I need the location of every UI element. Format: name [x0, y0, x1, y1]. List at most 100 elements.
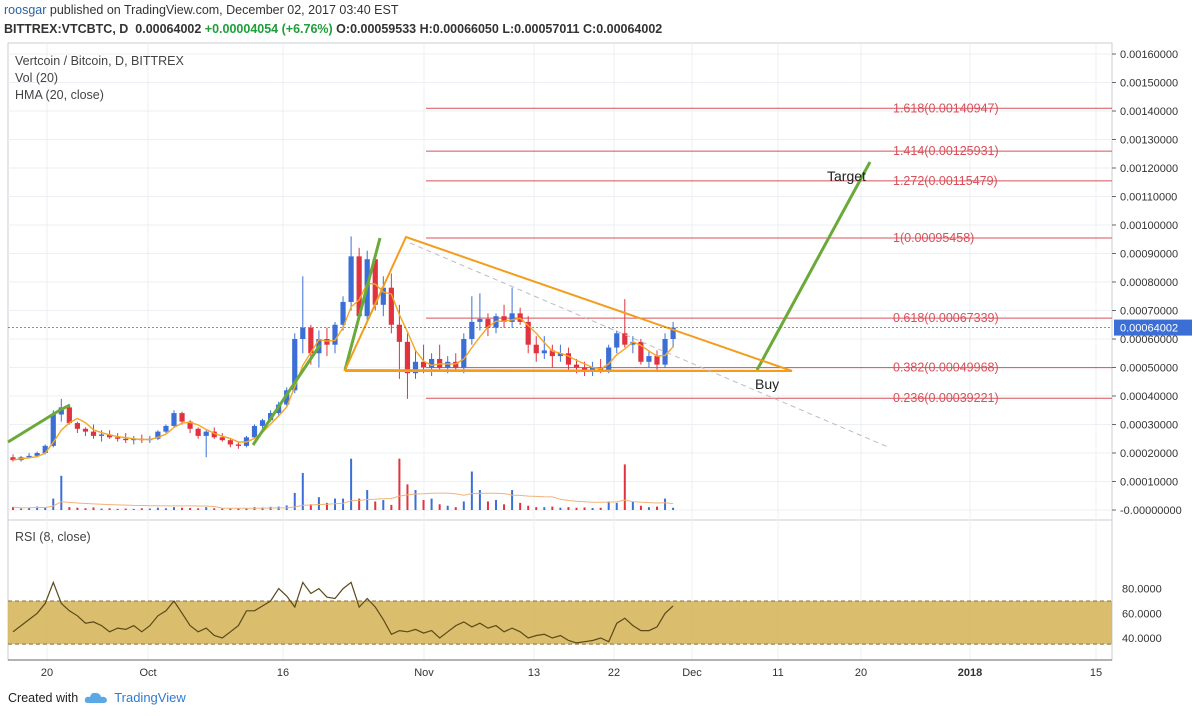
candle-body	[227, 440, 233, 445]
low-value: 0.00057011	[514, 22, 580, 36]
candle-body	[453, 361, 459, 368]
volume-bar	[615, 502, 618, 510]
volume-bar	[301, 472, 304, 510]
candle-body	[82, 428, 89, 432]
volume-bar	[100, 508, 103, 510]
volume-bar	[68, 507, 71, 510]
volume-bar	[213, 508, 216, 510]
volume-bar	[60, 475, 63, 510]
volume-bar	[173, 507, 175, 510]
candle-body	[42, 445, 48, 453]
volume-bar	[92, 507, 95, 510]
dashed-trendline	[409, 242, 889, 448]
volume-bar	[52, 498, 55, 510]
candle-body	[292, 339, 298, 391]
candle-body	[549, 350, 555, 357]
candle-body	[590, 367, 596, 371]
volume-bar	[398, 458, 401, 510]
fib-label: 0.618(0.00067339)	[893, 311, 999, 325]
chart-labels: Vertcoin / Bitcoin, D, BITTREX Vol (20) …	[15, 54, 866, 544]
volume-bar	[543, 507, 546, 510]
legend-rsi: RSI (8, close)	[15, 530, 91, 544]
price-tick-label: 0.00050000	[1120, 363, 1178, 375]
price-tick-label: 0.00070000	[1120, 306, 1178, 318]
price-tick-label: 0.00140000	[1120, 106, 1178, 118]
candle-body	[211, 431, 217, 438]
time-tick-label: Dec	[682, 667, 702, 679]
fib-label: 1.414(0.00125931)	[893, 144, 999, 158]
candle-body	[26, 455, 32, 458]
tradingview-link[interactable]: TradingView	[114, 690, 186, 705]
candle-body	[348, 256, 354, 302]
candle-body	[123, 438, 129, 441]
candle-body	[284, 390, 290, 405]
candle-body	[614, 333, 620, 348]
price-change: +0.00004054 (+6.76%)	[204, 22, 333, 36]
candle-body	[525, 321, 531, 345]
candle-body	[179, 413, 185, 422]
candle-body	[509, 313, 515, 322]
volume-bar	[535, 507, 538, 510]
candle-body	[670, 327, 676, 339]
volume-bar	[519, 502, 522, 510]
candle-body	[98, 434, 105, 436]
legend-vol: Vol (20)	[15, 71, 58, 85]
candle-body	[155, 431, 161, 439]
candle-body	[74, 423, 80, 429]
fib-label: 1.618(0.00140947)	[893, 101, 999, 115]
fib-label: 0.382(0.00049968)	[893, 361, 999, 375]
volume-bar	[245, 508, 248, 510]
volume-bar	[197, 508, 200, 510]
close-label: C:	[582, 22, 597, 36]
candle-body	[630, 341, 636, 345]
volume-bar	[527, 505, 530, 510]
volume-bar	[44, 507, 47, 510]
volume-bar	[639, 505, 642, 510]
volume-bar	[325, 502, 328, 510]
candle-body	[638, 341, 644, 362]
candle-body	[115, 437, 121, 439]
volume-bar	[229, 508, 232, 510]
candle-body	[10, 457, 16, 461]
volume-bar	[551, 506, 554, 510]
volume-bar	[647, 507, 650, 510]
candle-body	[251, 425, 258, 438]
time-tick-label: 13	[528, 667, 540, 679]
green-trend-arrow-1	[7, 403, 71, 444]
close-value: 0.00064002	[596, 22, 663, 36]
fib-label: 0.236(0.00039221)	[893, 391, 999, 405]
fib-label: 1.272(0.00115479)	[893, 174, 998, 188]
symbol-label: BITTREX:VTCBTC, D	[4, 22, 129, 36]
volume-bar	[478, 490, 481, 510]
price-tick-label: 0.00120000	[1120, 163, 1178, 175]
legend-hma: HMA (20, close)	[15, 88, 104, 102]
price-tick-label: 0.00010000	[1120, 477, 1178, 489]
price-tick-label: -0.00000000	[1120, 505, 1182, 517]
candle-body	[50, 414, 56, 446]
volume-bar	[76, 507, 79, 510]
price-tick-label: 0.00060000	[1120, 334, 1178, 346]
last-price-badge-label: 0.00064002	[1120, 323, 1178, 335]
candle-body	[501, 316, 507, 322]
candle-body	[573, 364, 580, 368]
volume-bar	[591, 508, 594, 510]
candle-body	[606, 347, 612, 371]
volume-bar	[454, 507, 457, 510]
volume-bar	[205, 507, 208, 510]
publisher-username[interactable]: roosgar	[4, 3, 47, 17]
candle-body	[565, 353, 572, 365]
candle-body	[332, 324, 338, 345]
volume-bar	[486, 501, 489, 510]
volume-bar	[116, 508, 119, 510]
price-tick-label: 0.00150000	[1120, 78, 1178, 90]
candle-body	[340, 301, 346, 325]
rsi-pane	[8, 580, 1112, 645]
publish-info: published on TradingView.com, December 0…	[46, 3, 399, 17]
time-tick-label: Nov	[414, 667, 434, 679]
price-tick-label: 0.00100000	[1120, 220, 1178, 232]
volume-bar	[511, 490, 514, 510]
volume-bar	[495, 500, 497, 510]
volume-bar	[631, 501, 634, 510]
volume-bar	[390, 504, 393, 510]
